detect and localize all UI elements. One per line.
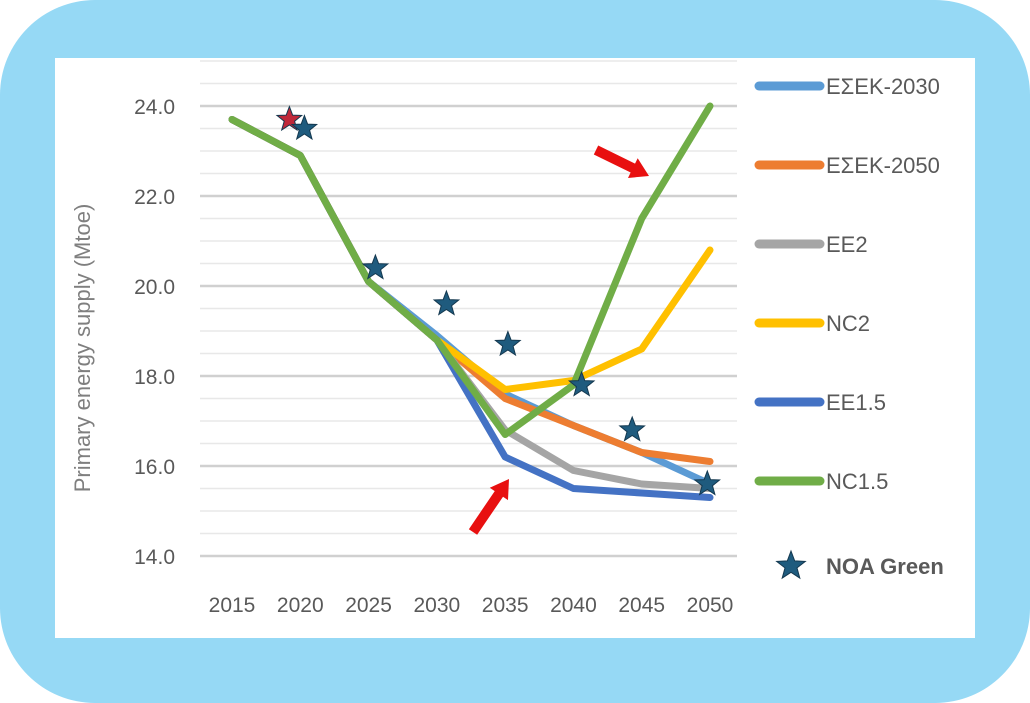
noa-green-star-marker [361,253,390,280]
legend-label: NC2 [826,311,870,336]
y-tick-label: 24.0 [134,96,175,119]
legend-item: NC2 [754,311,870,336]
y-axis-label: Primary energy supply (Mtoe) [70,204,95,493]
x-tick-label: 2030 [413,594,460,617]
y-tick-label: 14.0 [134,546,175,569]
x-tick-label: 2050 [687,594,734,617]
noa-green-star-marker [494,330,522,357]
noa-green-star-marker [693,469,721,496]
annotation-arrows [468,145,650,535]
star-icon [775,549,807,580]
legend-label: EE2 [826,232,868,257]
legend-item: ΕΣΕΚ-2050 [754,153,940,178]
y-tick-label: 22.0 [134,186,175,209]
legend-label: NOA Green [826,554,944,579]
legend-label: ΕΣΕΚ-2050 [826,153,940,178]
x-tick-label: 2020 [277,594,324,617]
noa-green-star-marker [432,289,461,316]
y-axis-ticks: 24.0 22.0 20.0 18.0 16.0 14.0 [134,96,175,569]
x-tick-label: 2040 [550,594,597,617]
x-tick-label: 2025 [345,594,392,617]
legend: ΕΣΕΚ-2030 ΕΣΕΚ-2050 EE2 NC2 EE1.5 NC1.5 NOA Gr… [754,74,944,580]
x-axis-ticks: 2015 2020 2025 2030 2035 2040 2045 2050 [209,594,734,617]
red-arrow-annotation [468,478,510,535]
y-tick-label: 20.0 [134,276,175,299]
legend-item: EE1.5 [754,390,886,415]
x-tick-label: 2015 [209,594,256,617]
legend-item: NC1.5 [754,469,888,494]
legend-label: EE1.5 [826,390,886,415]
noa-green-star-marker [618,415,646,442]
legend-label: ΕΣΕΚ-2030 [826,74,940,99]
red-arrow-annotation [593,145,650,178]
noa-green-star-marker [275,105,304,132]
chart-panel [55,58,975,638]
legend-label: NC1.5 [826,469,888,494]
noa-green-markers [275,105,721,496]
noa-green-star-marker [290,114,319,141]
x-tick-label: 2045 [618,594,665,617]
y-tick-label: 16.0 [134,456,175,479]
legend-item: ΕΣΕΚ-2030 [754,74,940,99]
legend-item: NOA Green [775,549,944,580]
series-line-nc1-5 [228,102,714,438]
legend-item: EE2 [754,232,868,257]
x-tick-label: 2035 [482,594,529,617]
y-tick-label: 18.0 [134,366,175,389]
noa-green-star-marker [567,370,596,397]
series-lines [228,102,714,501]
